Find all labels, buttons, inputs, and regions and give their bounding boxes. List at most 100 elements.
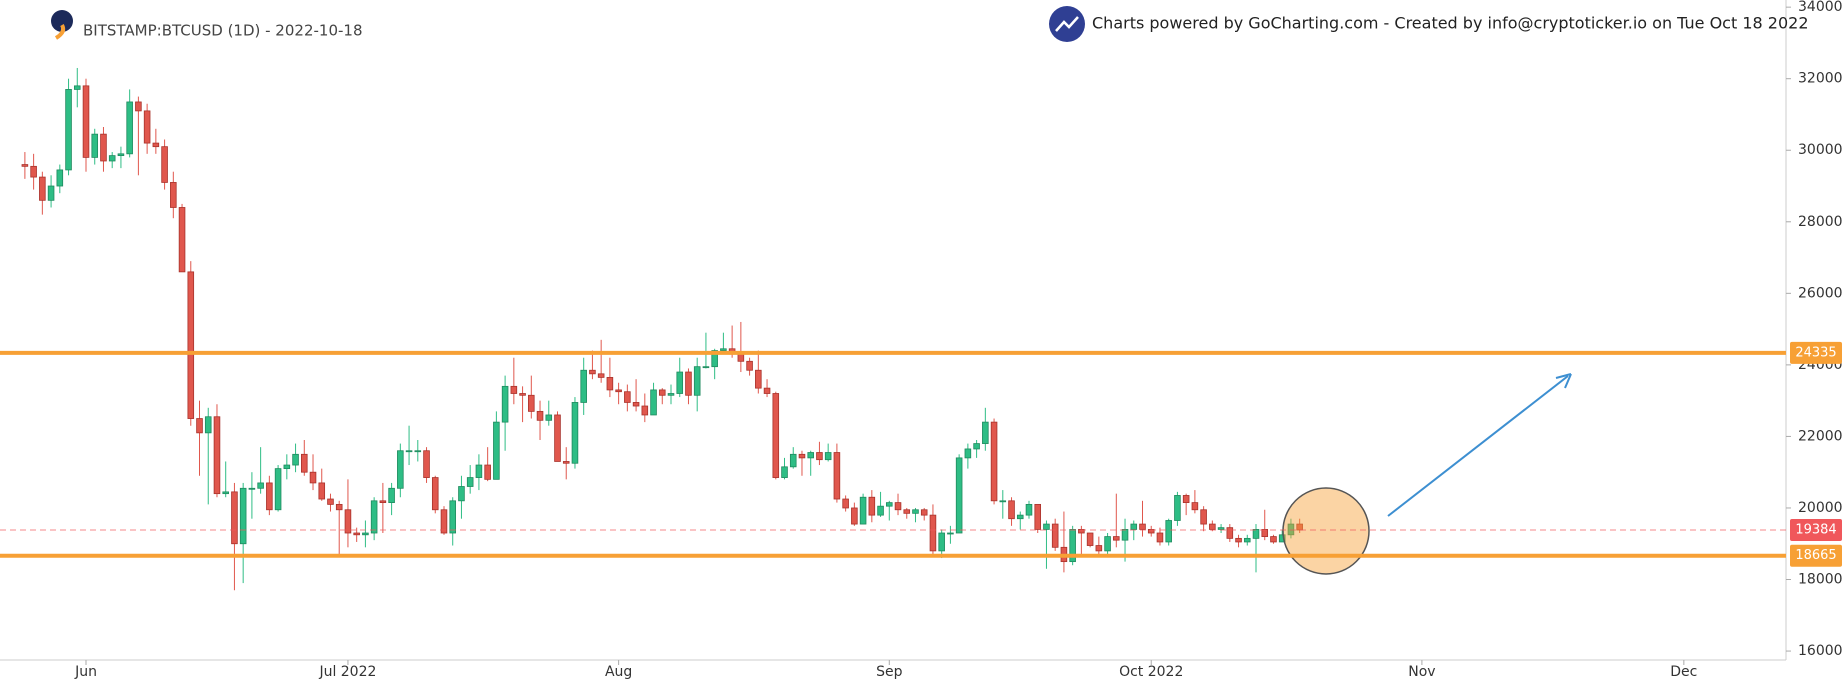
x-tick-label: Nov bbox=[1408, 664, 1435, 680]
candle-body bbox=[239, 487, 247, 545]
candle-body bbox=[859, 496, 867, 525]
candle-body bbox=[720, 348, 727, 351]
level-label: 18665 bbox=[1795, 548, 1836, 563]
candle-body bbox=[519, 393, 526, 396]
candle-body bbox=[580, 369, 587, 403]
x-tick-label: Dec bbox=[1670, 664, 1697, 680]
candle-body bbox=[824, 452, 832, 461]
chart-subtitle: Charts powered by GoCharting.com - Creat… bbox=[1092, 14, 1809, 33]
candle-body bbox=[1139, 523, 1146, 530]
candle-body bbox=[982, 421, 989, 444]
candle-body bbox=[126, 101, 133, 155]
y-tick-label: 32000 bbox=[1798, 71, 1843, 87]
candle-body bbox=[763, 387, 771, 394]
candle-body bbox=[1174, 495, 1181, 521]
candle-body bbox=[335, 503, 343, 511]
candle-body bbox=[1182, 495, 1190, 504]
candle-body bbox=[528, 394, 535, 412]
candle-body bbox=[851, 507, 858, 525]
level-label-box bbox=[1790, 341, 1842, 364]
candle-body bbox=[117, 153, 125, 157]
y-tick-label: 22000 bbox=[1798, 428, 1843, 444]
candle-body bbox=[807, 452, 814, 459]
y-tick-label: 18000 bbox=[1798, 572, 1843, 588]
candle-body bbox=[693, 366, 701, 396]
candle-body bbox=[204, 416, 212, 434]
candle-body bbox=[91, 133, 99, 158]
candle-body bbox=[842, 498, 849, 509]
candle-body bbox=[955, 457, 963, 534]
candle-body bbox=[536, 410, 544, 421]
candle-body bbox=[947, 532, 954, 535]
candle-body bbox=[475, 464, 483, 478]
candle-body bbox=[170, 182, 177, 208]
candle-body bbox=[964, 448, 972, 459]
candle-body bbox=[938, 532, 945, 552]
candle-body bbox=[318, 482, 326, 500]
highlight-circle bbox=[1282, 487, 1370, 575]
candle-body bbox=[1016, 514, 1024, 520]
candle-body bbox=[493, 421, 500, 480]
last-price-label: 19384 bbox=[1795, 523, 1836, 538]
candle-body bbox=[353, 532, 360, 536]
candle-body bbox=[903, 509, 911, 514]
candle-body bbox=[1287, 523, 1295, 536]
candle-body bbox=[1130, 523, 1138, 530]
candle-body bbox=[1252, 529, 1260, 539]
y-tick-label: 26000 bbox=[1798, 285, 1843, 301]
candle-body bbox=[309, 471, 317, 484]
candle-body bbox=[589, 369, 596, 375]
candle-body bbox=[388, 487, 395, 504]
candle-body bbox=[414, 450, 422, 453]
candle-body bbox=[1261, 529, 1269, 537]
candle-body bbox=[440, 509, 448, 534]
candle-body bbox=[196, 418, 203, 434]
candle-body bbox=[222, 491, 229, 495]
candle-body bbox=[178, 207, 186, 273]
level-label-box bbox=[1790, 544, 1842, 567]
candle-body bbox=[789, 453, 797, 468]
candle-body bbox=[405, 450, 413, 453]
candle-body bbox=[833, 452, 841, 500]
candle-body bbox=[1278, 534, 1286, 543]
candle-body bbox=[1217, 527, 1225, 530]
y-tick-label: 28000 bbox=[1798, 214, 1843, 230]
x-tick-label: Aug bbox=[605, 664, 632, 680]
candle-body bbox=[1069, 529, 1076, 563]
candle-body bbox=[449, 500, 457, 534]
candle-body bbox=[100, 133, 107, 162]
candle-body bbox=[929, 514, 937, 552]
candle-body bbox=[816, 452, 823, 461]
candle-body bbox=[283, 464, 291, 470]
candle-body bbox=[257, 482, 264, 489]
candle-body bbox=[562, 461, 570, 464]
candle-body bbox=[82, 85, 90, 158]
candle-body bbox=[606, 376, 614, 391]
candle-body bbox=[423, 450, 430, 478]
candle-body bbox=[143, 110, 151, 144]
x-tick-label: Jun bbox=[74, 664, 97, 680]
candle-body bbox=[545, 414, 553, 421]
candle-body bbox=[999, 500, 1007, 503]
candle-body bbox=[1008, 500, 1015, 520]
candle-body bbox=[362, 532, 369, 536]
candle-body bbox=[641, 405, 649, 416]
candle-body bbox=[397, 450, 404, 489]
candle-body bbox=[658, 389, 666, 396]
level-label: 24335 bbox=[1795, 345, 1836, 360]
candle-body bbox=[484, 464, 491, 480]
candle-body bbox=[73, 85, 81, 90]
candle-body bbox=[1296, 523, 1303, 531]
candle-body bbox=[624, 391, 631, 403]
candle-body bbox=[152, 142, 160, 148]
x-tick-label: Jul 2022 bbox=[318, 664, 376, 680]
candle-body bbox=[1243, 537, 1251, 543]
candle-body bbox=[886, 502, 893, 507]
candle-body bbox=[1113, 536, 1120, 541]
candle-body bbox=[108, 155, 116, 162]
candle-body bbox=[1104, 536, 1111, 552]
candle-body bbox=[912, 509, 919, 514]
candle-body bbox=[772, 393, 780, 478]
candle-body bbox=[1095, 545, 1103, 552]
